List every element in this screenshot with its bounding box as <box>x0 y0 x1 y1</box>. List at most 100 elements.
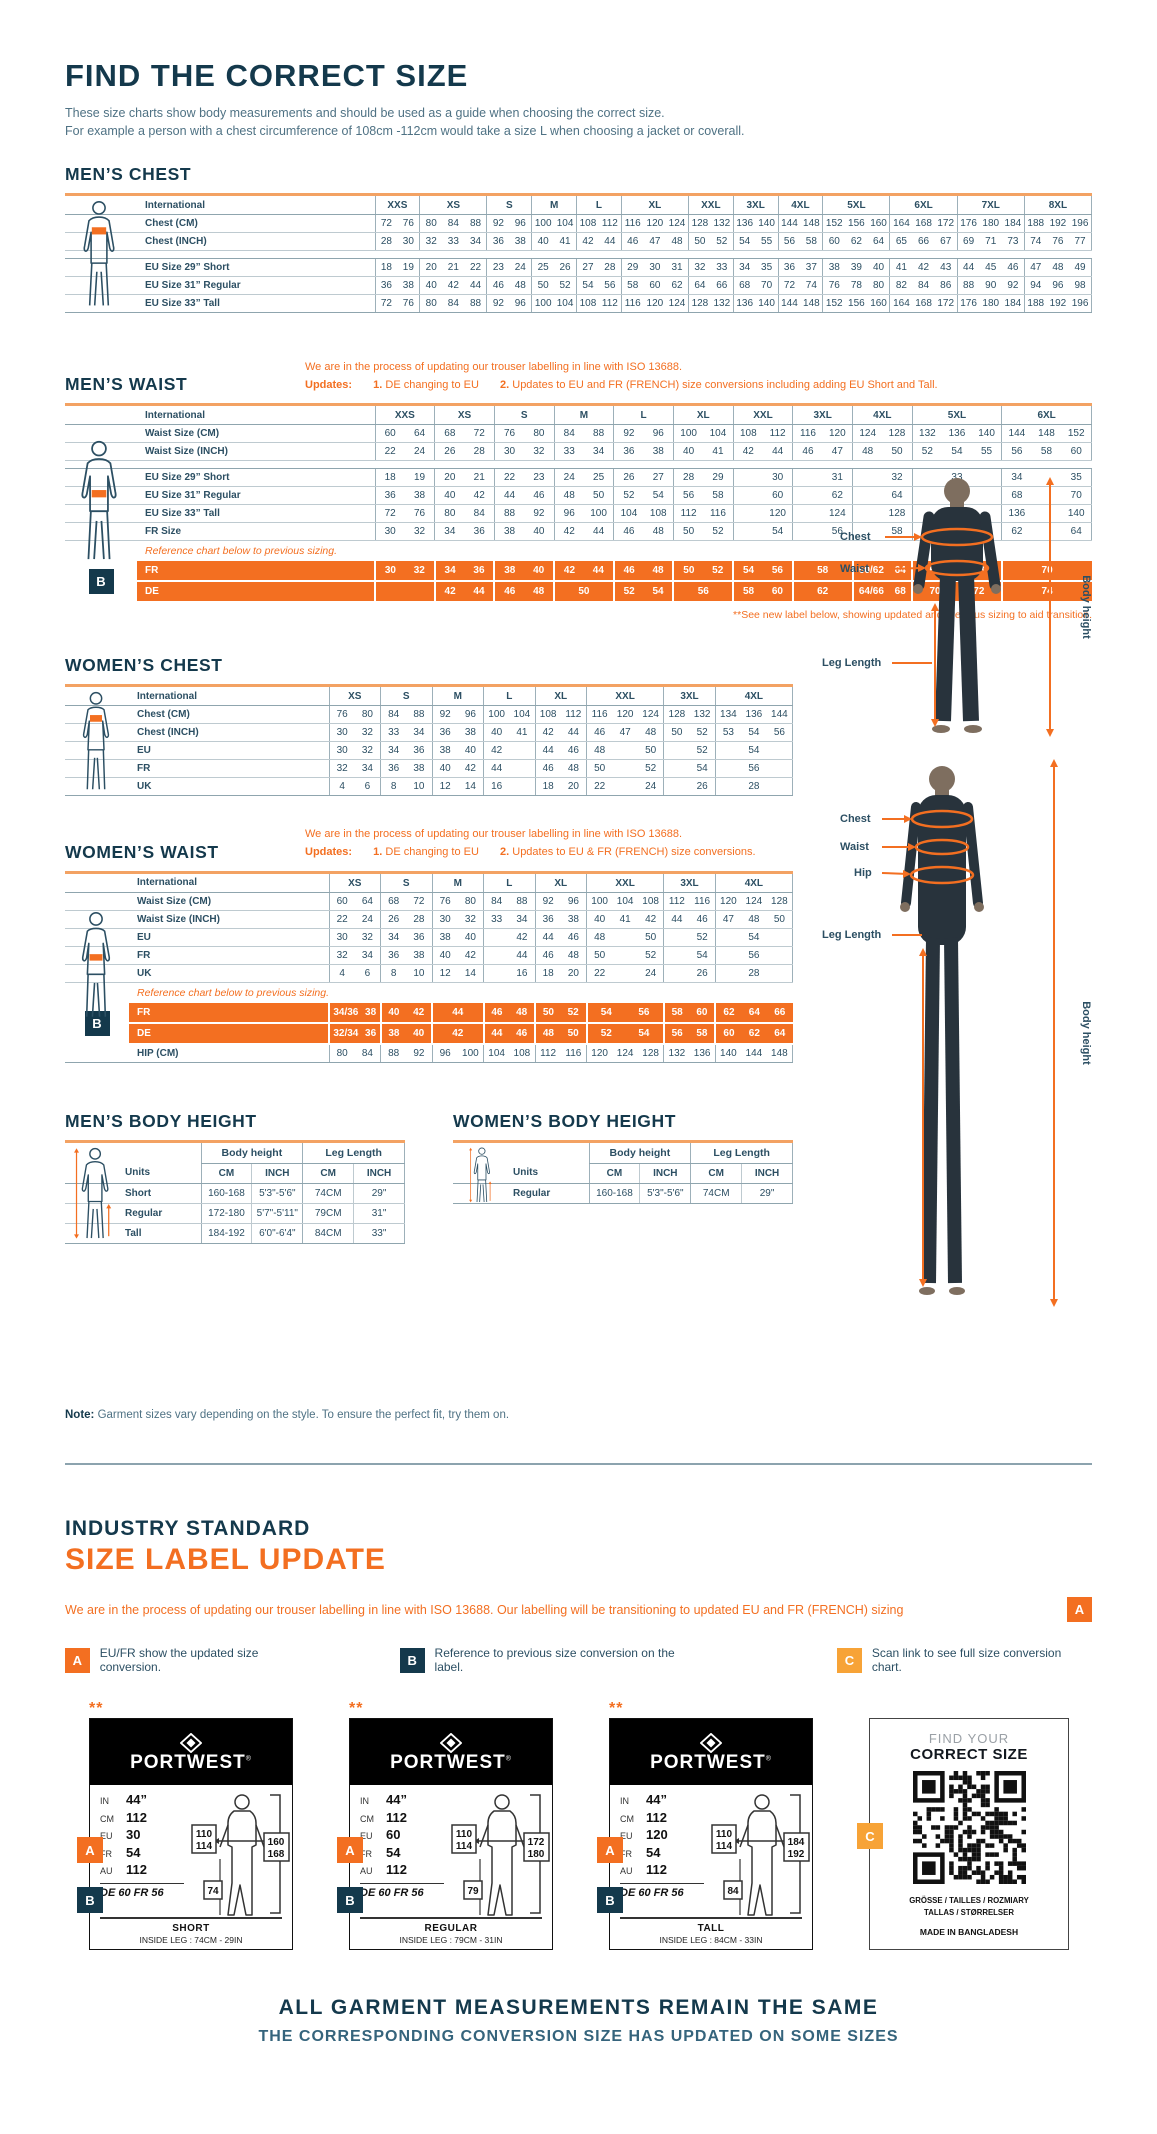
size-cell: 40 <box>419 276 443 296</box>
inside-leg: INSIDE LEG : 74CM - 29IN <box>139 1935 243 1946</box>
element <box>65 250 137 260</box>
size-cell: 38 <box>643 442 674 462</box>
womens-waist-table: International XS S M L XL XXL 3XL 4XL Waist Size … <box>65 870 794 1063</box>
value-cell: 79CM <box>302 1203 354 1224</box>
size-cell: 50 <box>766 910 793 929</box>
element: 44 46 <box>485 1028 535 1039</box>
label-footer: TALL INSIDE LEG : 84CM - 33IN <box>620 1917 802 1945</box>
size-column-header: 4XL <box>714 687 794 707</box>
size-cell: 69 <box>956 232 980 252</box>
unit-cell: INCH <box>741 1163 793 1184</box>
size-cell: 32 <box>419 232 443 252</box>
size-cell: 46 <box>613 522 644 542</box>
size-cell <box>663 964 690 983</box>
row-label: FR <box>129 946 329 965</box>
size-cell: 36 <box>380 946 407 965</box>
icon-column <box>65 406 137 426</box>
size-column-header: S <box>486 196 532 216</box>
icon-column <box>65 873 129 893</box>
svg-text:110: 110 <box>456 1829 473 1840</box>
size-cell: 132 <box>663 1043 690 1063</box>
size-value: 60/62 <box>858 565 884 577</box>
size-cell: 32 <box>354 723 381 743</box>
size-cell: 21 <box>442 258 465 278</box>
update-note-line1: We are in the process of updating our tr… <box>305 361 683 374</box>
size-cell: 120 <box>612 705 638 725</box>
label-size-row: AU 112 <box>360 1862 444 1880</box>
qr-card-cell: C FIND YOUR CORRECT SIZE GRÖSSE / TAILLE… <box>857 1700 1069 1951</box>
size-column-header: S <box>493 406 555 426</box>
size-cell: 34 <box>464 232 487 252</box>
size-cell <box>509 759 535 779</box>
size-cell: 41 <box>554 232 577 252</box>
orange-size-cell: 44 <box>431 1002 484 1024</box>
size-cell: 41 <box>509 723 535 743</box>
element <box>65 982 129 1003</box>
size-column-header: M <box>431 873 484 893</box>
size-cell: 34 <box>380 741 407 761</box>
size-cell: 8 <box>380 964 407 983</box>
size-cell: 54 <box>741 723 767 743</box>
size-cell: 116 <box>689 892 716 911</box>
size-cell <box>766 946 793 965</box>
element: 46 48 <box>495 586 553 597</box>
size-cell: 30 <box>328 723 355 743</box>
size-label-update-heading: SIZE LABEL UPDATE <box>65 1543 386 1577</box>
svg-text:160: 160 <box>268 1837 285 1848</box>
intro-line-1: These size charts show body measurements… <box>65 106 665 120</box>
element: 58 <box>794 565 852 576</box>
womens-body-height-section: WOMEN’S BODY HEIGHT Body height Leg Lengt… <box>453 1111 793 1244</box>
element <box>65 964 129 983</box>
size-cell: 76 <box>397 294 420 314</box>
value-cell: 6'0"-6'4" <box>251 1223 303 1244</box>
unit-cell: CM <box>302 1163 354 1184</box>
size-cell: 120 <box>714 892 741 911</box>
reference-note: Reference chart below to previous sizing… <box>145 545 338 558</box>
size-cell: 42 <box>912 258 935 278</box>
legend-text-c: Scan link to see full size conversion ch… <box>871 1646 1062 1675</box>
size-cell: 46 <box>1001 258 1025 278</box>
svg-text:114: 114 <box>716 1841 733 1852</box>
size-column-header: XL <box>620 196 689 216</box>
size-cell: 42 <box>457 759 484 779</box>
size-cell: 76 <box>1046 232 1070 252</box>
element <box>65 759 129 779</box>
size-system: FR <box>360 1848 372 1859</box>
value-cell: 160-168 <box>200 1183 252 1204</box>
label-size-rows: IN 44” CM 112 EU 60 FR 54 AU 112 <box>360 1792 444 1880</box>
size-cell: 160 <box>867 214 890 234</box>
size-value: 54 <box>646 1844 661 1860</box>
size-cell: 28 <box>374 232 398 252</box>
size-cell: 50 <box>583 486 614 506</box>
size-cell: 65 <box>889 232 913 252</box>
mens-waist-heading: MEN’S WAIST <box>65 374 188 395</box>
size-cell: 62 <box>666 276 689 296</box>
row-label: Regular <box>117 1203 201 1224</box>
size-cell: 36 <box>374 486 405 506</box>
size-cell: 62 <box>845 232 868 252</box>
size-cell: 124 <box>612 1043 638 1063</box>
label-size-row: IN 44” <box>620 1792 704 1810</box>
portwest-diamond-icon <box>180 1732 202 1753</box>
value-cell: 74CM <box>302 1183 354 1204</box>
row-label: EU Size 33” Tall <box>137 294 375 314</box>
size-cell: 88 <box>493 504 525 524</box>
size-system: IN <box>100 1796 109 1807</box>
size-cell: 112 <box>672 504 704 524</box>
size-cell: 60 <box>328 892 355 911</box>
element: 50 52 <box>536 1007 586 1018</box>
size-cell <box>663 946 690 965</box>
size-cell: 74 <box>1023 232 1047 252</box>
size-cell: 172 <box>934 294 958 314</box>
size-value: 70 <box>929 586 941 598</box>
element: 62 64 66 <box>716 1007 792 1018</box>
size-value: 62 <box>723 1006 735 1018</box>
size-cell: 152 <box>1061 424 1093 444</box>
label-size-row: FR 54 <box>360 1845 444 1863</box>
legend-row: A EU/FR show the updated size conversion… <box>65 1646 1092 1674</box>
size-value: 64 <box>894 565 906 577</box>
icon-column <box>65 196 137 216</box>
table-row: Waist Size (INCH) 22 24 26 28 30 32 33 34 36 38 40 4… <box>65 910 793 929</box>
group-header-row: Body height Leg Length <box>65 1142 405 1164</box>
size-cell: 29 <box>620 258 644 278</box>
